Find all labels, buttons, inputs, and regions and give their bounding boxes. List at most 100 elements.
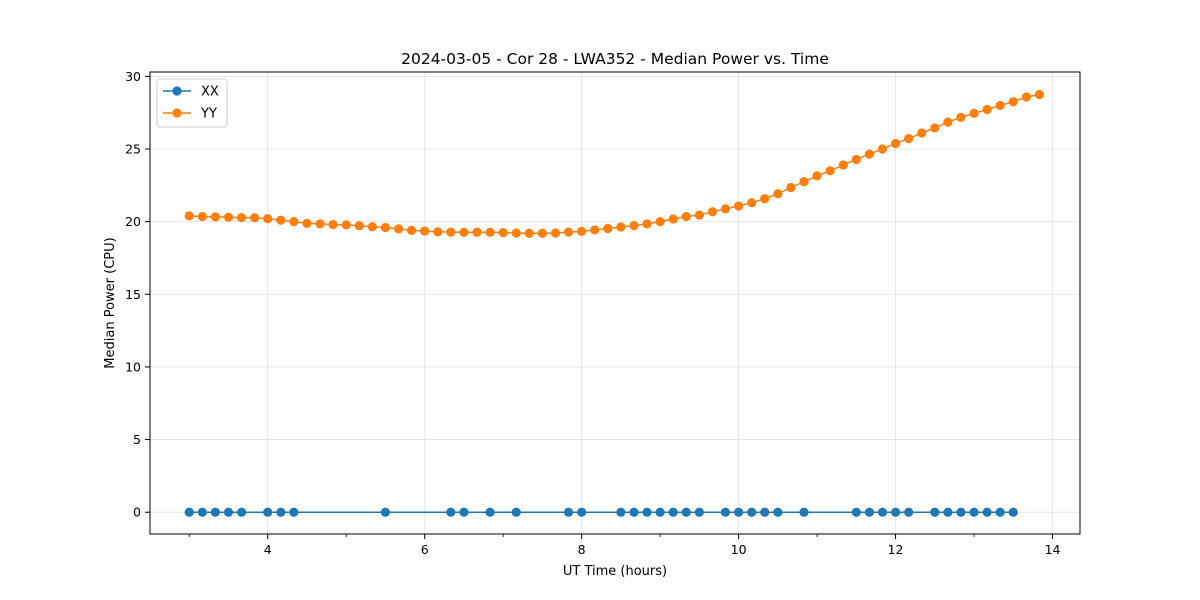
data-point-yy (995, 100, 1005, 111)
data-point-yy (420, 226, 430, 236)
data-point-xx (864, 507, 875, 517)
data-point-xx (851, 507, 861, 517)
data-point-yy (263, 214, 273, 224)
data-point-xx (197, 507, 207, 517)
data-point-yy (681, 211, 691, 222)
data-point-yy (459, 227, 469, 237)
data-point-xx (969, 507, 979, 517)
data-point-xx (681, 507, 691, 517)
data-point-yy (799, 177, 809, 187)
chart-title: 2024-03-05 - Cor 28 - LWA352 - Median Po… (401, 50, 829, 68)
data-point-yy (184, 211, 194, 221)
data-point-yy (864, 149, 875, 159)
data-point-xx (459, 507, 469, 517)
data-point-yy (694, 210, 704, 220)
data-point-xx (668, 507, 678, 517)
legend-marker (172, 108, 182, 118)
data-point-yy (341, 220, 351, 230)
data-point-yy (406, 225, 417, 235)
data-point-xx (904, 507, 914, 517)
data-point-xx (734, 507, 744, 517)
x-tick-label: 10 (731, 542, 747, 557)
data-point-yy (590, 225, 600, 235)
x-tick-label: 6 (421, 542, 429, 557)
y-tick-label: 20 (125, 214, 141, 229)
data-point-yy (289, 217, 299, 227)
data-point-yy (1008, 97, 1018, 107)
data-point-yy (354, 221, 364, 231)
data-point-yy (446, 227, 456, 237)
data-point-xx (276, 507, 286, 517)
data-point-yy (707, 207, 718, 217)
data-point-xx (629, 507, 639, 517)
data-point-yy (511, 228, 521, 238)
data-point-xx (236, 507, 247, 517)
data-point-xx (930, 507, 940, 517)
data-point-yy (956, 112, 966, 122)
data-point-yy (380, 222, 391, 233)
axis-ticks: 4 6 8 10 12 14 0 5 10 15 20 25 30 (125, 69, 1060, 557)
data-point-yy (825, 166, 835, 176)
data-point-yy (838, 160, 848, 170)
data-point-yy (969, 108, 979, 119)
plot-frame (149, 71, 1081, 535)
data-point-yy (328, 219, 338, 230)
data-point-yy (812, 171, 822, 181)
data-point-yy (302, 218, 312, 228)
data-point-yy (498, 227, 508, 238)
legend-label: XX (201, 85, 219, 100)
data-point-xx (694, 507, 704, 517)
data-point-yy (433, 227, 443, 237)
data-point-xx (263, 507, 273, 517)
y-tick-label: 15 (125, 287, 141, 302)
data-point-yy (472, 227, 482, 237)
data-point-yy (734, 201, 744, 211)
data-point-xx (616, 507, 626, 517)
data-point-xx (799, 507, 809, 517)
data-point-yy (1034, 89, 1045, 100)
data-point-yy (982, 104, 992, 115)
x-tick-label: 8 (578, 542, 586, 557)
data-point-yy (236, 212, 247, 223)
data-point-yy (917, 128, 927, 138)
data-point-xx (956, 507, 966, 517)
x-axis-label: UT Time (hours) (563, 564, 667, 579)
data-point-xx (877, 507, 888, 517)
data-point-xx (446, 507, 456, 517)
data-point-xx (184, 507, 194, 517)
data-point-yy (877, 144, 888, 154)
y-tick-label: 0 (133, 505, 141, 520)
data-point-yy (197, 211, 207, 222)
data-point-xx (210, 507, 220, 517)
data-point-xx (642, 507, 652, 517)
x-tick-label: 12 (888, 542, 904, 557)
x-tick-label: 14 (1045, 542, 1061, 557)
legend-label: YY (200, 107, 217, 122)
data-point-yy (563, 227, 574, 237)
y-tick-label: 10 (125, 359, 141, 374)
data-point-yy (367, 222, 377, 232)
data-point-yy (603, 223, 613, 234)
data-point-yy (210, 212, 220, 222)
data-point-yy (890, 138, 901, 149)
data-point-xx (1008, 507, 1018, 517)
y-tick-label: 25 (125, 142, 141, 157)
y-tick-label: 30 (125, 69, 141, 84)
data-point-yy (550, 228, 561, 238)
x-tick-label: 4 (264, 542, 272, 557)
data-point-yy (1021, 92, 1031, 102)
data-point-yy (655, 217, 665, 227)
data-point-xx (890, 507, 901, 517)
data-point-yy (904, 133, 914, 144)
data-point-yy (943, 117, 953, 127)
data-point-yy (786, 182, 796, 193)
data-point-yy (773, 189, 783, 199)
data-point-yy (616, 222, 626, 232)
data-point-yy (315, 219, 325, 229)
data-point-xx (577, 507, 587, 517)
data-point-xx (223, 507, 234, 517)
data-point-xx (563, 507, 574, 517)
data-point-yy (485, 227, 495, 237)
series-xx (184, 507, 1018, 517)
